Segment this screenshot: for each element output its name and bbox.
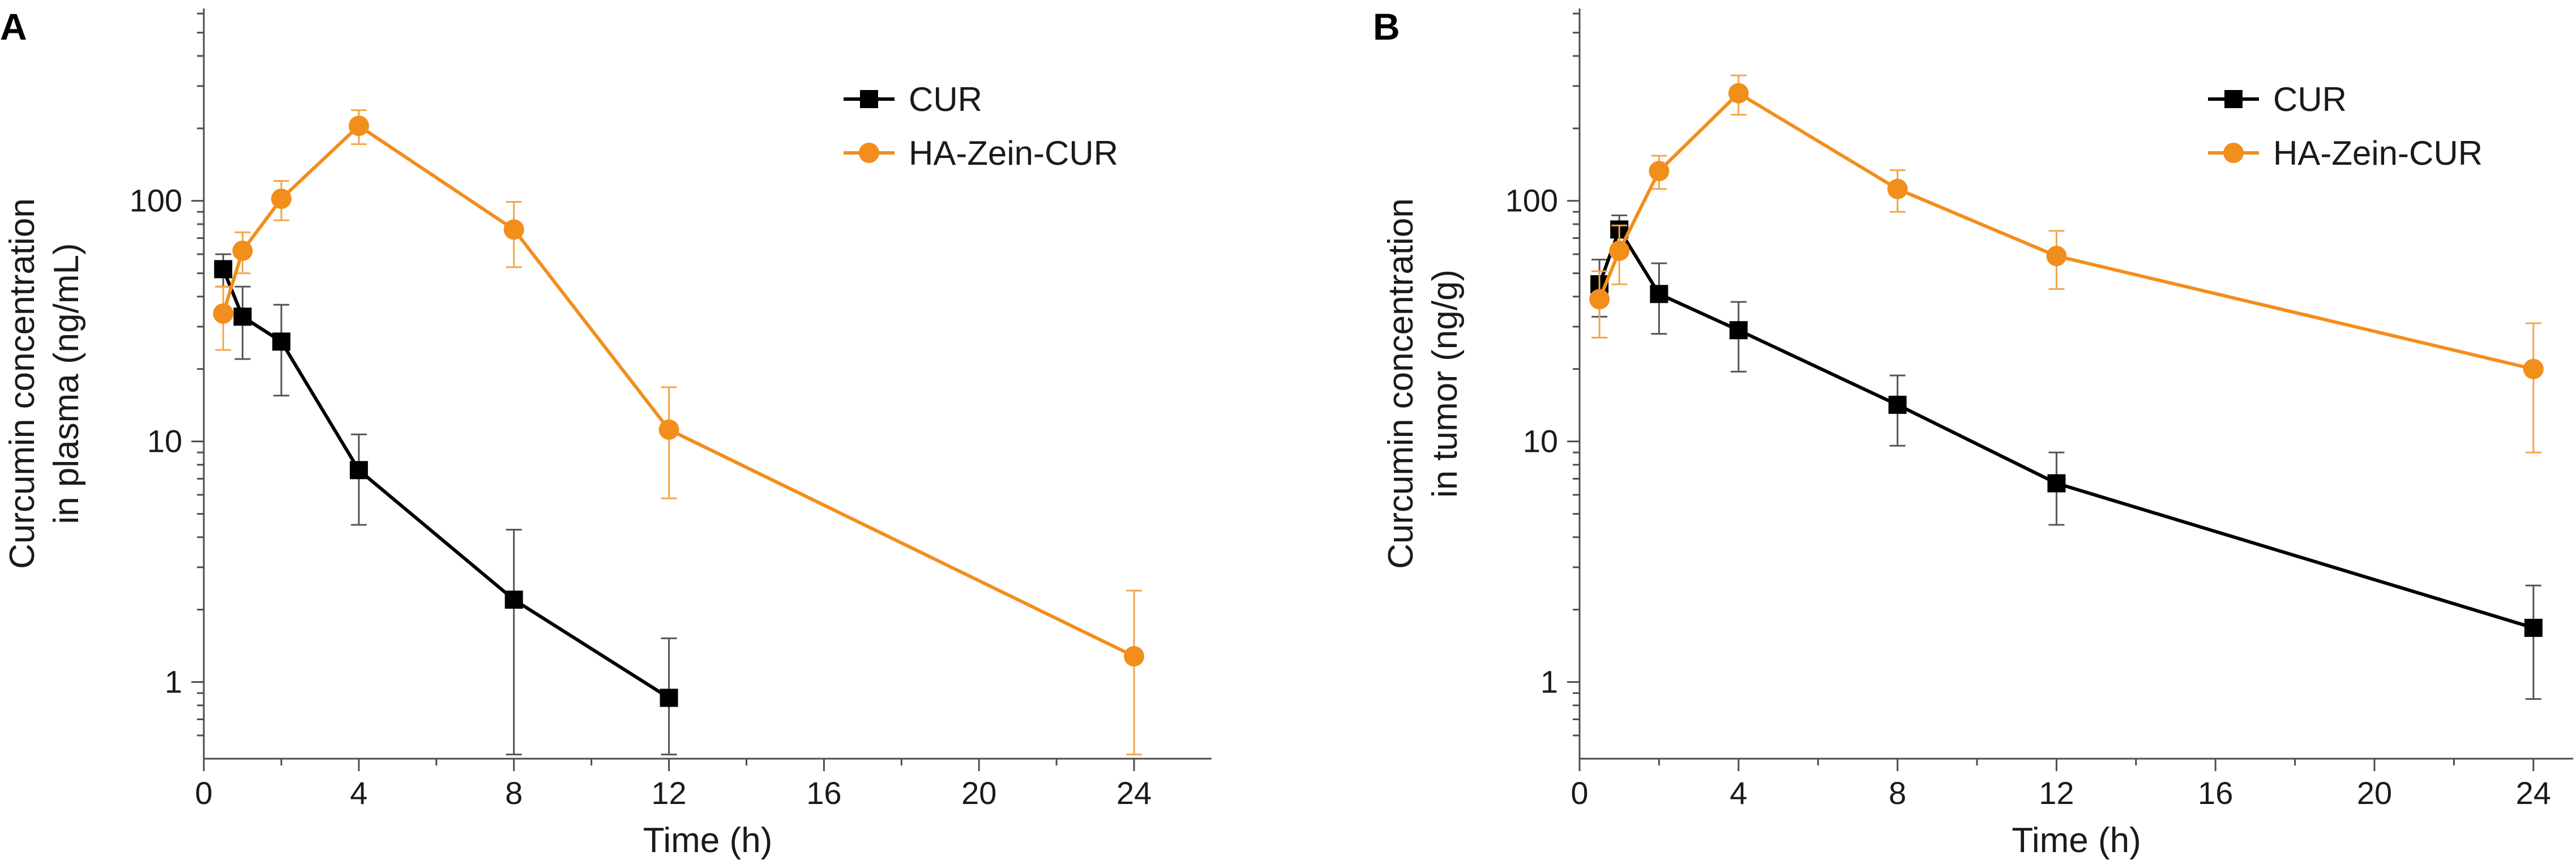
panel-a-x-tick-label: 12	[651, 775, 686, 811]
panel-a-series-ha-zein-cur-point	[271, 189, 292, 209]
panel-a-series-ha-zein-cur-legend-label: HA-Zein-CUR	[909, 134, 1118, 172]
panel-b-y-axis-title-line2: in tumor (ng/g)	[1426, 270, 1465, 498]
panel-b-series-cur-legend-marker	[2224, 90, 2243, 108]
panel-b-series-ha-zein-cur-point	[2523, 358, 2544, 379]
panel-b-series-ha-zein-cur-legend-marker	[2223, 143, 2244, 163]
panel-b-series-ha-zein-cur-point	[1589, 289, 1610, 310]
panel-b-series-cur-point	[1650, 285, 1668, 303]
panel-a-x-tick-label: 4	[350, 775, 367, 811]
panel-a-series-cur-point	[214, 260, 233, 279]
panel-b-series-cur-line	[1598, 225, 2534, 630]
panel-a-y-tick-label: 100	[130, 183, 182, 219]
panel-a-x-tick-label: 8	[505, 775, 523, 811]
panel-a-series-cur-legend-label: CUR	[909, 80, 982, 118]
panel-b-x-tick-label: 24	[2516, 775, 2551, 811]
panel-a-x-tick-label: 0	[195, 775, 212, 811]
panel-b-x-tick-label: 16	[2198, 775, 2233, 811]
panel-a-x-tick-label: 20	[961, 775, 996, 811]
panel-b-x-tick-label: 12	[2039, 775, 2074, 811]
panel-b-x-tick-label: 0	[1571, 775, 1588, 811]
panel-a-series-ha-zein-cur-point	[503, 219, 524, 240]
panel-a-y-axis-title-line1: Curcumin concentration	[3, 198, 42, 569]
panel-a-series-ha-zein-cur-line	[221, 123, 1135, 658]
panel-a-series-ha-zein-cur	[213, 109, 1145, 756]
panel-b-x-tick-label: 20	[2357, 775, 2392, 811]
panel-a-series-cur-point	[233, 307, 252, 326]
panel-b-series-ha-zein-cur	[1589, 74, 2544, 454]
panel-a-x-axis-title: Time (h)	[643, 821, 772, 860]
panel-b-series-cur-point	[2047, 474, 2066, 493]
panel-a-series-cur-point	[504, 591, 523, 609]
panel-b-y-axis-title-line1: Curcumin concentration	[1381, 198, 1420, 569]
panel-b: B 0 4 8 12 16 20 24 1 10 100 Time (h) Curcumin conce…	[1373, 6, 2573, 860]
panel-a-y-axis-title-line2: in plasma (ng/mL)	[47, 243, 86, 524]
panel-b-y-tick-label: 1	[1541, 664, 1558, 700]
panel-a-x-tick-label: 16	[806, 775, 841, 811]
panel-a-x-tick-label: 24	[1116, 775, 1152, 811]
panel-a-series-ha-zein-cur-point	[232, 240, 253, 261]
panel-b-x-tick-label: 4	[1730, 775, 1747, 811]
panel-a-series-ha-zein-cur-point	[348, 116, 369, 136]
panel-a-y-tick-label: 10	[147, 424, 182, 459]
panel-b-series-ha-zein-cur-point	[2046, 246, 2067, 267]
panel-a-series-ha-zein-cur-point	[213, 303, 234, 324]
panel-a-label: A	[0, 6, 27, 48]
panel-a-series-cur-point	[272, 332, 290, 351]
panel-b-series-ha-zein-cur-point	[1609, 240, 1630, 261]
panel-a-series-cur-point	[660, 688, 678, 707]
panel-b-series-ha-zein-cur-point	[1649, 161, 1670, 182]
panel-a-series-cur	[214, 253, 678, 756]
panel-a-series-ha-zein-cur-point	[658, 419, 679, 440]
panel-b-series-ha-zein-cur-legend-label: HA-Zein-CUR	[2273, 134, 2483, 172]
panel-b-series-cur-point	[1888, 395, 1907, 414]
panel-b-series-cur	[1590, 214, 2543, 700]
panel-a-series-ha-zein-cur-point	[1124, 646, 1145, 667]
panel-b-series-cur-point	[2524, 618, 2543, 637]
panel-b-y-tick-label: 100	[1505, 183, 1558, 219]
panel-a-series-cur-point	[349, 461, 368, 480]
panel-b-label: B	[1373, 6, 1400, 48]
panel-b-series-cur-point	[1729, 321, 1748, 340]
panel-b-series-ha-zein-cur-point	[1728, 83, 1749, 104]
panel-a: A 0 4 8 12 16 20 24 1 10 100 Time (h) Curcumin conce…	[0, 6, 1212, 860]
panel-b-x-tick-label: 8	[1889, 775, 1906, 811]
panel-b-series-cur-legend-label: CUR	[2273, 80, 2347, 118]
panel-a-series-ha-zein-cur-legend-marker	[859, 143, 879, 163]
panel-a-y-tick-label: 1	[165, 664, 182, 700]
panel-b-series-ha-zein-cur-point	[1887, 178, 1908, 199]
panel-b-x-axis-title: Time (h)	[2012, 821, 2141, 860]
panel-a-series-cur-legend-marker	[860, 90, 878, 108]
panel-b-y-tick-label: 10	[1523, 424, 1558, 459]
